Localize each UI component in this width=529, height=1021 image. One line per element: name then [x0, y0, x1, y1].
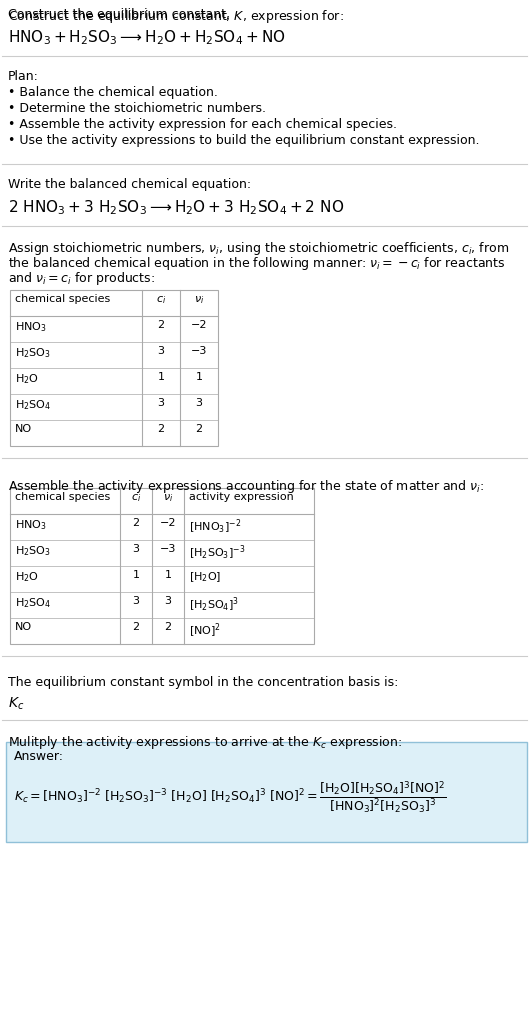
Text: and $\nu_i = c_i$ for products:: and $\nu_i = c_i$ for products:	[8, 270, 155, 287]
Text: $\mathrm{HNO_3}$: $\mathrm{HNO_3}$	[15, 320, 47, 334]
Text: $K_c = [\mathrm{HNO_3}]^{-2}\ [\mathrm{H_2SO_3}]^{-3}\ [\mathrm{H_2O}]\ [\mathrm: $K_c = [\mathrm{HNO_3}]^{-2}\ [\mathrm{H…	[14, 779, 446, 815]
Text: −3: −3	[191, 346, 207, 356]
Text: $c_i$: $c_i$	[131, 492, 141, 503]
Text: 1: 1	[132, 570, 140, 580]
Text: 2: 2	[158, 424, 165, 434]
Text: 1: 1	[165, 570, 171, 580]
Text: $\nu_i$: $\nu_i$	[163, 492, 173, 503]
Text: NO: NO	[15, 424, 32, 434]
Text: 2: 2	[195, 424, 203, 434]
Text: $\mathrm{H_2SO_4}$: $\mathrm{H_2SO_4}$	[15, 596, 51, 610]
Text: NO: NO	[15, 622, 32, 632]
Text: $\nu_i$: $\nu_i$	[194, 294, 204, 306]
Text: $\mathrm{H_2SO_3}$: $\mathrm{H_2SO_3}$	[15, 544, 51, 557]
Text: $K_c$: $K_c$	[8, 696, 24, 713]
Text: $\mathrm{HNO_3}$: $\mathrm{HNO_3}$	[15, 518, 47, 532]
Text: 3: 3	[132, 596, 140, 606]
FancyBboxPatch shape	[6, 742, 527, 842]
Text: 3: 3	[165, 596, 171, 606]
Text: chemical species: chemical species	[15, 492, 110, 502]
Text: −2: −2	[191, 320, 207, 330]
Text: Write the balanced chemical equation:: Write the balanced chemical equation:	[8, 178, 251, 191]
Text: 3: 3	[196, 398, 203, 408]
Text: 2: 2	[165, 622, 171, 632]
Text: The equilibrium constant symbol in the concentration basis is:: The equilibrium constant symbol in the c…	[8, 676, 398, 689]
Text: 1: 1	[158, 372, 165, 382]
Text: Assign stoichiometric numbers, $\nu_i$, using the stoichiometric coefficients, $: Assign stoichiometric numbers, $\nu_i$, …	[8, 240, 509, 257]
Text: $[\mathrm{H_2SO_3}]^{-3}$: $[\mathrm{H_2SO_3}]^{-3}$	[189, 544, 245, 563]
Text: $\mathrm{HNO_3 + H_2SO_3 \longrightarrow H_2O + H_2SO_4 + NO}$: $\mathrm{HNO_3 + H_2SO_3 \longrightarrow…	[8, 28, 286, 47]
Text: Mulitply the activity expressions to arrive at the $K_c$ expression:: Mulitply the activity expressions to arr…	[8, 734, 402, 751]
Bar	[10, 290, 218, 446]
Text: Construct the equilibrium constant,: Construct the equilibrium constant,	[8, 8, 234, 21]
Text: 3: 3	[132, 544, 140, 554]
Text: activity expression: activity expression	[189, 492, 294, 502]
Text: $[\mathrm{H_2SO_4}]^3$: $[\mathrm{H_2SO_4}]^3$	[189, 596, 239, 615]
Text: Assemble the activity expressions accounting for the state of matter and $\nu_i$: Assemble the activity expressions accoun…	[8, 478, 485, 495]
Text: $\mathrm{H_2SO_4}$: $\mathrm{H_2SO_4}$	[15, 398, 51, 411]
Text: • Balance the chemical equation.: • Balance the chemical equation.	[8, 86, 218, 99]
Text: • Determine the stoichiometric numbers.: • Determine the stoichiometric numbers.	[8, 102, 266, 115]
Text: • Assemble the activity expression for each chemical species.: • Assemble the activity expression for e…	[8, 118, 397, 131]
Text: Answer:: Answer:	[14, 750, 64, 763]
Text: −3: −3	[160, 544, 176, 554]
Text: $c_i$: $c_i$	[156, 294, 166, 306]
Text: chemical species: chemical species	[15, 294, 110, 304]
Text: $\mathrm{H_2O}$: $\mathrm{H_2O}$	[15, 570, 39, 584]
Text: 2: 2	[158, 320, 165, 330]
Text: 3: 3	[158, 346, 165, 356]
Text: 1: 1	[196, 372, 203, 382]
Text: Plan:: Plan:	[8, 70, 39, 83]
Text: $[\mathrm{HNO_3}]^{-2}$: $[\mathrm{HNO_3}]^{-2}$	[189, 518, 241, 536]
Text: 2: 2	[132, 622, 140, 632]
Text: 3: 3	[158, 398, 165, 408]
Text: $[\mathrm{H_2O}]$: $[\mathrm{H_2O}]$	[189, 570, 221, 584]
Text: $\mathrm{H_2SO_3}$: $\mathrm{H_2SO_3}$	[15, 346, 51, 359]
Text: Construct the equilibrium constant, $K$, expression for:: Construct the equilibrium constant, $K$,…	[8, 8, 344, 25]
Text: −2: −2	[160, 518, 176, 528]
Text: the balanced chemical equation in the following manner: $\nu_i = -c_i$ for react: the balanced chemical equation in the fo…	[8, 255, 506, 272]
Text: • Use the activity expressions to build the equilibrium constant expression.: • Use the activity expressions to build …	[8, 134, 479, 147]
Text: $\mathrm{H_2O}$: $\mathrm{H_2O}$	[15, 372, 39, 386]
Bar	[10, 488, 314, 644]
Text: $[\mathrm{NO}]^2$: $[\mathrm{NO}]^2$	[189, 622, 221, 640]
Text: $\mathrm{2\ HNO_3 + 3\ H_2SO_3 \longrightarrow H_2O + 3\ H_2SO_4 + 2\ NO}$: $\mathrm{2\ HNO_3 + 3\ H_2SO_3 \longrigh…	[8, 198, 344, 216]
Text: 2: 2	[132, 518, 140, 528]
